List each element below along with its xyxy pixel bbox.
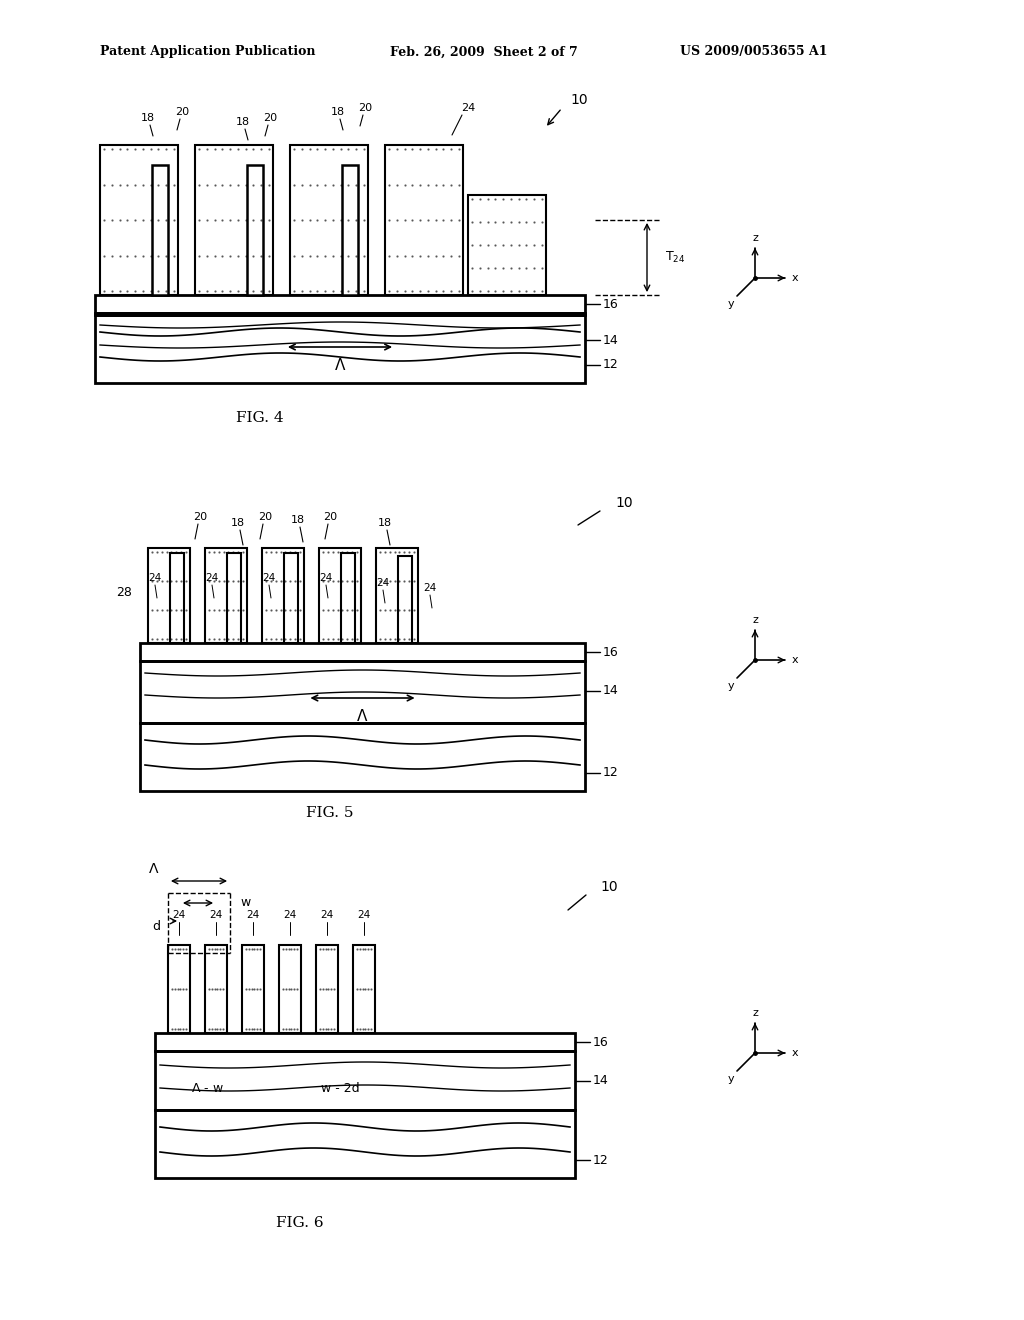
- Text: 20: 20: [258, 512, 272, 521]
- Text: 24: 24: [206, 573, 219, 583]
- Text: 12: 12: [593, 1154, 608, 1167]
- Bar: [140, 661, 585, 723]
- Bar: [170, 553, 184, 643]
- Text: 14: 14: [593, 1074, 608, 1088]
- Bar: [468, 195, 546, 294]
- Bar: [385, 145, 463, 294]
- Text: 14: 14: [603, 685, 618, 697]
- Bar: [140, 643, 585, 661]
- Bar: [205, 945, 227, 1034]
- Text: x: x: [792, 1048, 799, 1059]
- Text: 12: 12: [603, 767, 618, 780]
- Bar: [155, 1051, 575, 1110]
- Text: T$_{24}$: T$_{24}$: [665, 249, 685, 265]
- Text: 24: 24: [357, 909, 371, 920]
- Text: 24: 24: [262, 573, 275, 583]
- Text: Patent Application Publication: Patent Application Publication: [100, 45, 315, 58]
- Bar: [247, 165, 263, 294]
- Text: x: x: [792, 273, 799, 282]
- Text: 16: 16: [603, 297, 618, 310]
- Text: 12: 12: [603, 359, 618, 371]
- Bar: [195, 145, 273, 294]
- Bar: [319, 548, 361, 643]
- Text: $\Lambda$: $\Lambda$: [148, 862, 160, 876]
- Text: 24: 24: [461, 103, 475, 114]
- Text: 24: 24: [209, 909, 222, 920]
- Bar: [168, 945, 190, 1034]
- Text: 10: 10: [570, 92, 588, 107]
- Text: x: x: [792, 655, 799, 665]
- Text: w - 2d: w - 2d: [321, 1081, 359, 1094]
- Text: y: y: [728, 681, 734, 690]
- Text: 16: 16: [593, 1035, 608, 1048]
- Text: 28: 28: [116, 586, 132, 599]
- Text: FIG. 4: FIG. 4: [237, 411, 284, 425]
- Bar: [316, 945, 338, 1034]
- Text: 24: 24: [172, 909, 185, 920]
- Bar: [242, 945, 264, 1034]
- Bar: [398, 556, 412, 643]
- Text: $\Lambda$: $\Lambda$: [334, 356, 346, 374]
- Text: 24: 24: [284, 909, 297, 920]
- Text: $\Lambda$ - w: $\Lambda$ - w: [190, 1081, 223, 1094]
- Text: FIG. 5: FIG. 5: [306, 807, 353, 820]
- Text: z: z: [752, 234, 758, 243]
- Bar: [342, 165, 358, 294]
- Bar: [100, 145, 178, 294]
- Text: 18: 18: [331, 107, 345, 117]
- Bar: [227, 553, 241, 643]
- Text: 20: 20: [358, 103, 372, 114]
- Text: z: z: [752, 1008, 758, 1018]
- Text: 10: 10: [615, 496, 633, 510]
- Bar: [140, 723, 585, 791]
- Text: 24: 24: [377, 578, 389, 587]
- Text: y: y: [728, 300, 734, 309]
- Text: 20: 20: [263, 114, 278, 123]
- Text: 24: 24: [321, 909, 334, 920]
- Text: 18: 18: [378, 517, 392, 528]
- Bar: [376, 548, 418, 643]
- Text: 18: 18: [231, 517, 245, 528]
- Bar: [152, 165, 168, 294]
- Text: 24: 24: [247, 909, 260, 920]
- Text: 24: 24: [319, 573, 333, 583]
- Text: 18: 18: [291, 515, 305, 525]
- Bar: [205, 548, 247, 643]
- Bar: [155, 1034, 575, 1051]
- Bar: [353, 945, 375, 1034]
- Text: 10: 10: [600, 880, 617, 894]
- Text: 24: 24: [148, 573, 162, 583]
- Text: w: w: [240, 896, 250, 909]
- Bar: [262, 548, 304, 643]
- Text: 20: 20: [175, 107, 189, 117]
- Bar: [290, 145, 368, 294]
- Bar: [284, 553, 298, 643]
- Text: 14: 14: [603, 334, 618, 346]
- Bar: [95, 315, 585, 383]
- Bar: [95, 294, 585, 313]
- Text: 24: 24: [423, 583, 436, 593]
- Bar: [341, 553, 355, 643]
- Text: Feb. 26, 2009  Sheet 2 of 7: Feb. 26, 2009 Sheet 2 of 7: [390, 45, 578, 58]
- Text: 16: 16: [603, 645, 618, 659]
- Bar: [148, 548, 190, 643]
- Text: z: z: [752, 615, 758, 624]
- Text: 20: 20: [323, 512, 337, 521]
- Text: y: y: [728, 1074, 734, 1084]
- Text: 18: 18: [236, 117, 250, 127]
- Text: US 2009/0053655 A1: US 2009/0053655 A1: [680, 45, 827, 58]
- Text: d: d: [152, 920, 160, 933]
- Bar: [95, 313, 585, 315]
- Bar: [155, 1110, 575, 1177]
- Bar: [279, 945, 301, 1034]
- Text: $\Lambda$: $\Lambda$: [356, 708, 369, 723]
- Text: 20: 20: [193, 512, 207, 521]
- Text: 18: 18: [141, 114, 155, 123]
- Text: FIG. 6: FIG. 6: [276, 1216, 324, 1230]
